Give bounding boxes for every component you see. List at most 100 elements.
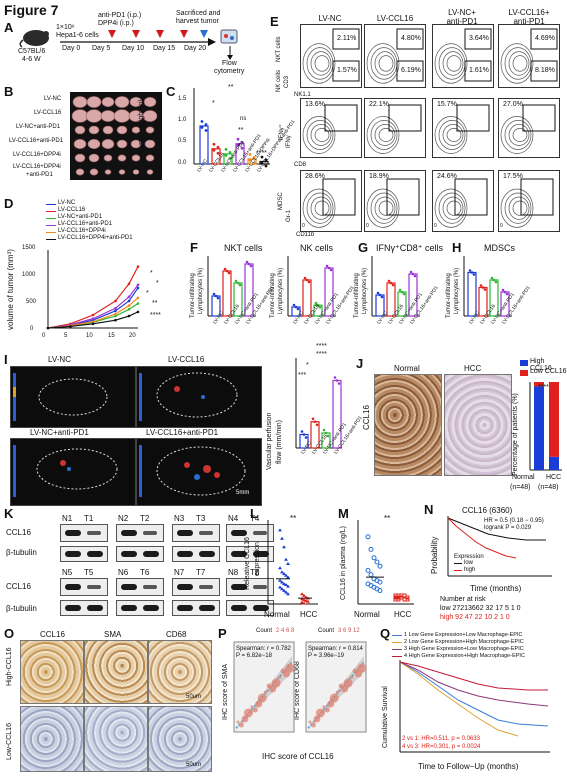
blot-ccl16 <box>226 578 274 596</box>
bar-point <box>214 294 218 298</box>
flow-text: Flow <box>222 60 237 67</box>
tumor <box>116 125 128 135</box>
contour <box>504 120 532 150</box>
flow-plot: 28.6% 0 <box>300 170 362 232</box>
contour <box>366 116 400 154</box>
l-point-hcc <box>306 599 310 603</box>
e-axis-cd11b: CD11b <box>296 232 315 238</box>
contour <box>306 120 334 150</box>
blot-tubulin <box>172 546 220 562</box>
q-legend-label: 1 Low Gene Expression+Low Macrophage-EPI… <box>404 632 523 638</box>
tumor <box>74 153 86 163</box>
d-point <box>127 295 131 299</box>
mdsc-percent: 18.9% <box>369 173 389 180</box>
j-bar-high <box>549 456 559 470</box>
bar-ylabel: Tumor-infiltrating <box>190 273 196 318</box>
c-sig-1: ** <box>228 84 234 91</box>
c-point <box>260 155 264 159</box>
i-point <box>311 417 315 421</box>
bar-point <box>223 267 227 271</box>
band-tubulin-t <box>199 551 215 557</box>
ultrasound-ccl16 <box>136 366 262 428</box>
contour <box>378 200 394 216</box>
contour <box>434 43 468 84</box>
gate-ifng <box>522 104 556 132</box>
bar-point <box>490 276 494 280</box>
nkt-percent: 4.69% <box>535 35 555 42</box>
p-point <box>238 722 244 728</box>
e-axis-ifng: IFNγ <box>286 135 292 148</box>
bar-point <box>470 271 474 274</box>
bar-point <box>472 273 476 276</box>
i-point <box>326 434 330 438</box>
gate-ifng <box>456 104 490 132</box>
m-point-normal <box>365 567 371 573</box>
p-point <box>250 705 254 709</box>
c-point <box>264 158 268 162</box>
d-point <box>114 312 117 316</box>
j-hcc-title: HCC <box>464 364 482 373</box>
lane-label: N7 <box>174 568 185 577</box>
gate-nk <box>396 60 424 82</box>
flow-contours <box>302 104 358 154</box>
tumor <box>88 153 100 163</box>
b-row-2: LV-CCL16 <box>34 110 62 116</box>
l-point-normal <box>286 575 290 579</box>
nkt-bar-chart <box>207 256 256 317</box>
ultrasound-nc <box>10 366 136 428</box>
l-point-normal <box>284 557 288 561</box>
p-point <box>327 700 335 708</box>
b-row-4: LV-CCL16+anti-PD1 <box>9 138 64 144</box>
flow-icon <box>220 29 238 44</box>
d-ytick-1: 500 <box>26 299 37 305</box>
d-legend-label: LV-NC+anti-PD1 <box>58 214 103 220</box>
contour <box>314 55 330 72</box>
band-tubulin-t <box>253 605 269 611</box>
d-point <box>136 302 140 305</box>
o-low-ccl16 <box>20 706 84 772</box>
gate-nk <box>530 60 558 82</box>
bar-point <box>400 290 404 294</box>
band-tubulin-n <box>65 551 81 557</box>
d-ylabel: volume of tumor (mm³) <box>6 249 15 330</box>
bar-point <box>225 269 229 273</box>
l-point-normal <box>278 528 282 532</box>
day-10: Day 10 <box>122 45 145 52</box>
l-x-hcc: HCC <box>300 610 318 619</box>
i-sig-2: **** <box>316 351 327 358</box>
panel-label-q: Q <box>380 626 391 641</box>
d-point <box>127 299 131 303</box>
j-n-normal: (n=48) <box>510 484 531 491</box>
band-tumor <box>199 531 213 535</box>
flow-plot: 4.69% 8.18% <box>498 24 560 88</box>
flow-contours <box>366 28 424 84</box>
e-axis-nk11: NK1.1 <box>294 92 311 98</box>
p-point <box>322 705 326 709</box>
tumor <box>101 96 115 108</box>
d-sig-2: * <box>156 280 159 287</box>
band-tubulin-t <box>87 605 103 611</box>
ifng-percent: 15.7% <box>437 101 457 108</box>
n-legend-low-line <box>454 563 462 564</box>
p-point <box>271 678 281 688</box>
contour <box>366 188 400 228</box>
d-legend-line <box>46 239 56 240</box>
flow-plot: 22.1% <box>364 98 426 158</box>
band-tumor <box>87 585 101 589</box>
d-series-line <box>47 311 139 329</box>
e-col-3b: anti-PD1 <box>446 17 478 26</box>
gate-ifng <box>324 104 358 132</box>
d-point <box>136 310 140 314</box>
j-n-hcc: (n=48) <box>538 484 559 491</box>
d-legend-label: LV-CCL16 <box>58 207 86 213</box>
panel-label-m: M <box>338 506 349 521</box>
l-point-normal <box>278 566 282 570</box>
b-row-7: +anti-PD1 <box>26 172 53 178</box>
lane-label: T8 <box>250 568 260 577</box>
n-legend-high: high <box>464 567 476 573</box>
b-row-3: LV-NC+anti-PD1 <box>16 124 61 130</box>
k-protein-1: CCL16 <box>6 528 31 537</box>
panel-label-c: C <box>166 84 176 99</box>
d-legend-line <box>46 218 56 219</box>
band-normal <box>231 584 247 590</box>
